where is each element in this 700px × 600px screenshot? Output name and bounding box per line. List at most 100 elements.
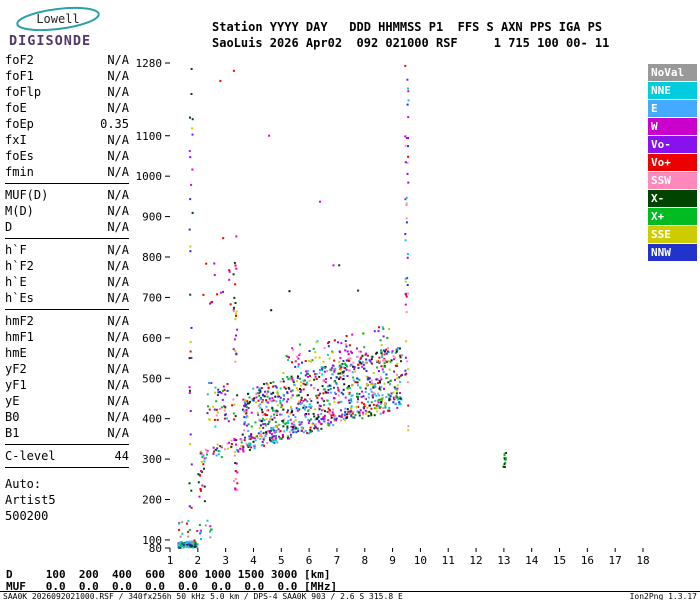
param-row-fmin: fmin N/A: [5, 164, 129, 180]
param-value: N/A: [107, 188, 129, 202]
status-file-info: SAA0K_2026092021000.RSF / 340fx256h 50 k…: [3, 591, 403, 600]
svg-text:500: 500: [142, 372, 162, 385]
param-value: N/A: [107, 410, 129, 424]
svg-text:200: 200: [142, 494, 162, 507]
status-program-version: Ion2Png 1.3.17: [629, 591, 697, 600]
svg-text:1000: 1000: [136, 170, 163, 183]
parameter-panel: foF2 N/A foF1 N/A foFlp N/A foE N/A foEp 0.35 fxI N…: [5, 52, 129, 524]
svg-text:4: 4: [250, 554, 257, 567]
param-row-ye: yE N/A: [5, 393, 129, 409]
svg-text:1: 1: [167, 554, 174, 567]
param-separator: [5, 238, 129, 239]
param-label: yE: [5, 394, 20, 408]
param-row-foflp: foFlp N/A: [5, 84, 129, 100]
param-row-hmf1: hmF1 N/A: [5, 329, 129, 345]
param-row-yf2: yF2 N/A: [5, 361, 129, 377]
param-row-hf2: h`F2 N/A: [5, 258, 129, 274]
param-value: N/A: [107, 53, 129, 67]
param-label: yF2: [5, 362, 27, 376]
legend-item-e: E: [648, 100, 697, 117]
param-value: N/A: [107, 378, 129, 392]
param-row-foe: foE N/A: [5, 100, 129, 116]
param-row-fof1: foF1 N/A: [5, 68, 129, 84]
legend-item-sse: SSE: [648, 226, 697, 243]
param-separator: [5, 467, 129, 468]
param-value: N/A: [107, 204, 129, 218]
legend-item-vo: Vo+: [648, 154, 697, 171]
autoscaling-line: Auto:: [5, 477, 42, 491]
param-label: fxI: [5, 133, 27, 147]
distance-row: D 100 200 400 600 800 1000 1500 3000 [km…: [6, 568, 331, 581]
header-line-2: SaoLuis 2026 Apr02 092 021000 RSF 1 715 …: [212, 36, 610, 50]
param-separator: [5, 183, 129, 184]
param-value: N/A: [107, 220, 129, 234]
param-row-d: D N/A: [5, 219, 129, 235]
param-label: hmF2: [5, 314, 34, 328]
legend-item-noval: NoVal: [648, 64, 697, 81]
param-value: N/A: [107, 394, 129, 408]
svg-text:700: 700: [142, 291, 162, 304]
legend-item-x: X-: [648, 190, 697, 207]
param-value: 0.35: [100, 117, 129, 131]
param-value: N/A: [107, 243, 129, 257]
svg-text:11: 11: [442, 554, 455, 567]
muf-row: MUF 0.0 0.0 0.0 0.0 0.0 0.0 0.0 0.0 [MHz…: [6, 580, 338, 593]
param-row-hes: h`Es N/A: [5, 290, 129, 306]
param-value: N/A: [107, 85, 129, 99]
legend-item-x: X+: [648, 208, 697, 225]
param-row-he: h`E N/A: [5, 274, 129, 290]
param-label: h`F2: [5, 259, 34, 273]
param-row-hme: hmE N/A: [5, 345, 129, 361]
param-row-hmf2: hmF2 N/A: [5, 313, 129, 329]
svg-text:800: 800: [142, 251, 162, 264]
logo-lowell-text: Lowell: [36, 12, 79, 26]
param-label: h`E: [5, 275, 27, 289]
legend-item-nnw: NNW: [648, 244, 697, 261]
svg-text:18: 18: [636, 554, 649, 567]
param-value: N/A: [107, 426, 129, 440]
svg-text:17: 17: [609, 554, 622, 567]
param-label: foEs: [5, 149, 34, 163]
param-row-b0: B0 N/A: [5, 409, 129, 425]
svg-text:300: 300: [142, 453, 162, 466]
param-value: N/A: [107, 259, 129, 273]
logo-digisonde-text: DIGISONDE: [9, 33, 91, 49]
param-label: foEp: [5, 117, 34, 131]
svg-text:400: 400: [142, 413, 162, 426]
svg-text:600: 600: [142, 332, 162, 345]
param-label: D: [5, 220, 13, 234]
svg-text:1280: 1280: [136, 57, 163, 70]
param-row-foes: foEs N/A: [5, 148, 129, 164]
param-row-mufd: MUF(D) N/A: [5, 187, 129, 203]
header-line-1: Station YYYY DAY DDD HHMMSS P1 FFS S AXN…: [212, 20, 603, 34]
param-row-hf: h`F N/A: [5, 242, 129, 258]
param-label: h`F: [5, 243, 27, 257]
param-label: M(D): [5, 204, 34, 218]
svg-text:2: 2: [195, 554, 202, 567]
svg-text:15: 15: [553, 554, 566, 567]
param-label: foF1: [5, 69, 34, 83]
param-label: hmF1: [5, 330, 34, 344]
param-row-b1: B1 N/A: [5, 425, 129, 441]
param-label: yF1: [5, 378, 27, 392]
svg-text:13: 13: [497, 554, 510, 567]
param-value: N/A: [107, 346, 129, 360]
param-value: N/A: [107, 275, 129, 289]
autoscaling-info: Auto: Artist5 500200: [5, 476, 129, 524]
svg-text:7: 7: [334, 554, 341, 567]
autoscaling-line: 500200: [5, 509, 49, 523]
autoscaling-line: Artist5: [5, 493, 56, 507]
legend-item-nne: NNE: [648, 82, 697, 99]
scatter-points: [177, 64, 507, 549]
svg-text:80: 80: [149, 542, 162, 555]
param-value: N/A: [107, 149, 129, 163]
legend-item-vo: Vo-: [648, 136, 697, 153]
ionogram-plot: 1280110010009008007006005004003002001008…: [136, 57, 650, 567]
y-axis: 1280 1100 1000 900 800 700 600 500 400 300 200 1008…: [136, 57, 170, 555]
param-label: foFlp: [5, 85, 42, 99]
param-label: fmin: [5, 165, 34, 179]
svg-text:1100: 1100: [136, 130, 163, 143]
param-value: N/A: [107, 314, 129, 328]
svg-text:9: 9: [389, 554, 396, 567]
